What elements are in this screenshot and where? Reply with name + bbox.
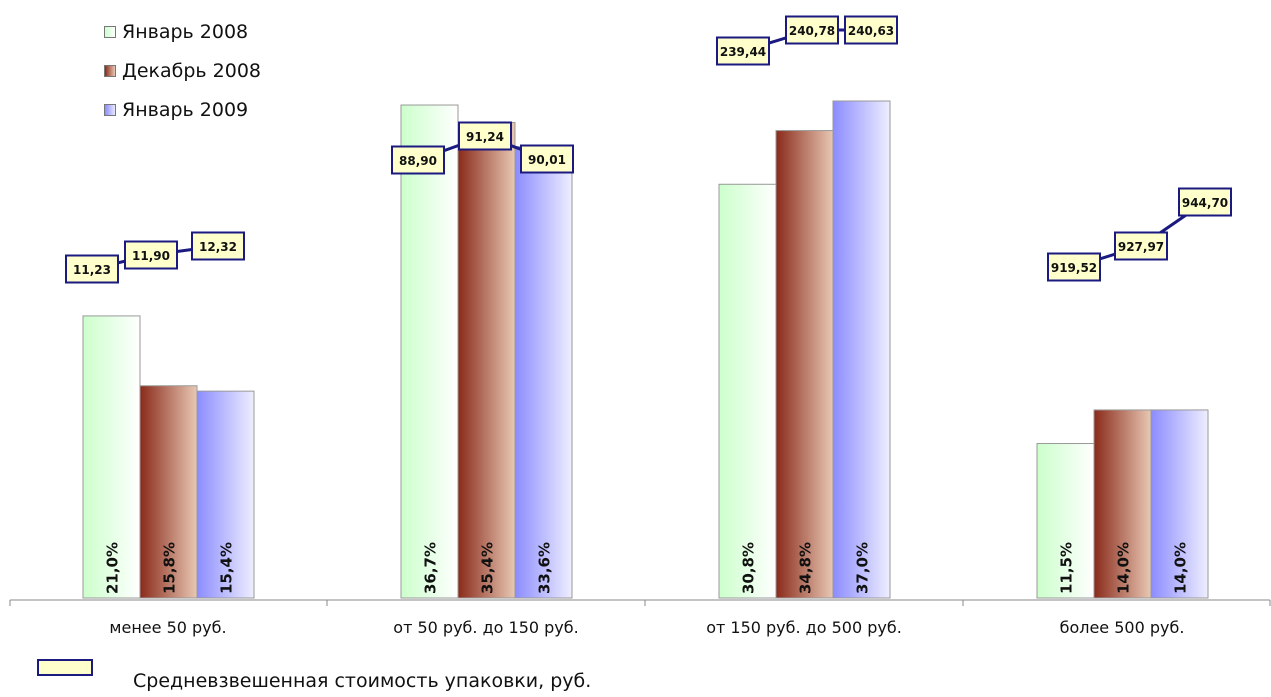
bar-label-s3-c4: 14,0% — [1172, 542, 1190, 594]
price-label-c3-s1: 239,44 — [720, 45, 766, 59]
category-label-1: менее 50 руб. — [109, 618, 227, 637]
bar-s1-c4 — [1036, 443, 1095, 599]
legend: Январь 2008 Декабрь 2008 Январь 2009 — [104, 12, 261, 129]
category-label-4: более 500 руб. — [1059, 618, 1185, 637]
bar-label-s2-c3: 34,8% — [797, 542, 815, 594]
bar-label-s2-c1: 15,8% — [161, 542, 179, 594]
price-box-c3-s2 — [785, 15, 839, 45]
price-label-c4-s1: 919,52 — [1051, 261, 1097, 275]
bar-s3-c4 — [1150, 409, 1209, 599]
price-box-c4-s2 — [1114, 231, 1168, 261]
bar-s1-c2 — [400, 104, 459, 599]
bar-label-s1-c4: 11,5% — [1058, 542, 1076, 594]
price-label-c2-s2: 91,24 — [466, 130, 504, 144]
price-box-c4-s3 — [1178, 187, 1232, 217]
bars — [82, 100, 1209, 599]
legend-label-dec2008: Декабрь 2008 — [122, 59, 262, 82]
bar-s2-c4 — [1093, 409, 1152, 599]
bar-label-s1-c2: 36,7% — [422, 542, 440, 594]
price-box-c2-s3 — [520, 144, 574, 174]
price-box-c2-s2 — [458, 121, 512, 151]
bar-s2-c1 — [139, 385, 198, 599]
bar-label-s2-c2: 35,4% — [479, 542, 497, 594]
price-label-c1-s2: 11,90 — [132, 249, 170, 263]
bar-value-labels: 21,0% 36,7% 30,8% 11,5% 15,8% 35,4% 34,8% 14,0%… — [104, 542, 1190, 594]
price-box-c1-s3 — [191, 231, 245, 261]
price-box-c2-s1 — [391, 145, 445, 175]
legend-swatch-dec2008 — [104, 64, 116, 77]
category-label-3: от 150 руб. до 500 руб. — [706, 618, 902, 637]
price-box-c1-s1 — [65, 254, 119, 284]
bar-label-s3-c2: 33,6% — [536, 542, 554, 594]
legend-item-jan2009: Январь 2009 — [104, 90, 261, 129]
price-legend-swatch — [37, 659, 93, 676]
price-label-c4-s3: 944,70 — [1182, 196, 1228, 210]
bar-s1-c3 — [718, 183, 777, 599]
price-callouts: 11,23 11,90 12,32 88,90 91,24 90,01 239,44 240,… — [65, 15, 1232, 284]
bar-s3-c3 — [832, 100, 891, 599]
bar-s3-c1 — [196, 390, 255, 599]
price-label-c2-s3: 90,01 — [528, 153, 566, 167]
legend-label-jan2009: Январь 2009 — [122, 98, 249, 121]
bar-s2-c2 — [457, 121, 516, 599]
price-box-c3-s3 — [844, 15, 898, 45]
price-label-c1-s3: 12,32 — [199, 240, 237, 254]
bar-label-s1-c3: 30,8% — [740, 542, 758, 594]
price-box-c3-s1 — [716, 36, 770, 66]
legend-swatch-jan2008 — [104, 25, 116, 38]
price-box-c1-s2 — [124, 240, 178, 270]
bar-s2-c3 — [775, 130, 834, 599]
price-box-c4-s1 — [1047, 252, 1101, 282]
legend-label-jan2008: Январь 2008 — [122, 20, 249, 43]
price-legend-label: Средневзвешенная стоимость упаковки, руб… — [133, 670, 592, 692]
category-label-2: от 50 руб. до 150 руб. — [393, 618, 579, 637]
bar-s3-c2 — [514, 146, 573, 599]
price-label-c1-s1: 11,23 — [73, 263, 111, 277]
price-label-c2-s1: 88,90 — [399, 154, 437, 168]
bar-label-s3-c1: 15,4% — [218, 542, 236, 594]
legend-swatch-jan2009 — [104, 103, 116, 116]
legend-item-dec2008: Декабрь 2008 — [104, 51, 261, 90]
price-label-c3-s2: 240,78 — [789, 24, 835, 38]
bar-s1-c1 — [82, 315, 141, 599]
bar-label-s2-c4: 14,0% — [1115, 542, 1133, 594]
price-label-c4-s2: 927,97 — [1118, 240, 1164, 254]
bar-label-s1-c1: 21,0% — [104, 542, 122, 594]
bar-label-s3-c3: 37,0% — [854, 542, 872, 594]
x-axis — [9, 599, 1271, 606]
legend-item-jan2008: Январь 2008 — [104, 12, 261, 51]
price-label-c3-s3: 240,63 — [848, 24, 894, 38]
